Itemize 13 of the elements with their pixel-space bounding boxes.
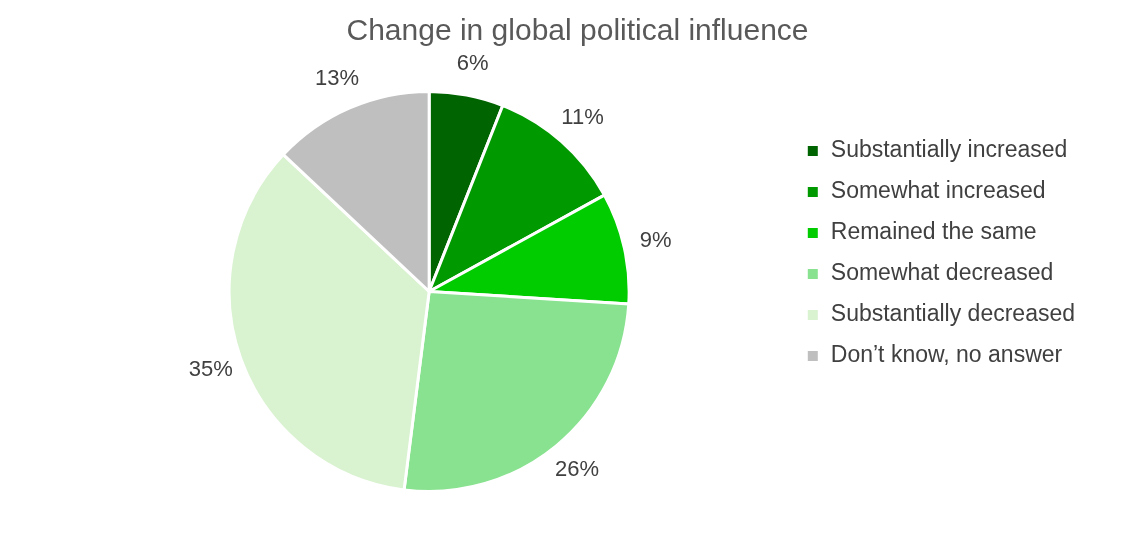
chart-title: Change in global political influence	[346, 13, 809, 47]
data-label: 11%	[561, 103, 604, 129]
data-label: 26%	[555, 456, 600, 482]
legend-label: Somewhat increased	[830, 177, 1046, 204]
data-label: 6%	[456, 49, 489, 75]
data-label: 13%	[314, 64, 360, 90]
data-label: 9%	[639, 226, 672, 252]
legend-label: Substantially decreased	[830, 300, 1076, 327]
legend-label: Substantially increased	[830, 136, 1068, 163]
legend-label: Remained the same	[830, 218, 1037, 245]
legend-label: Somewhat decreased	[830, 259, 1054, 286]
data-label: 35%	[188, 356, 233, 382]
legend-label: Don’t know, no answer	[830, 341, 1063, 368]
